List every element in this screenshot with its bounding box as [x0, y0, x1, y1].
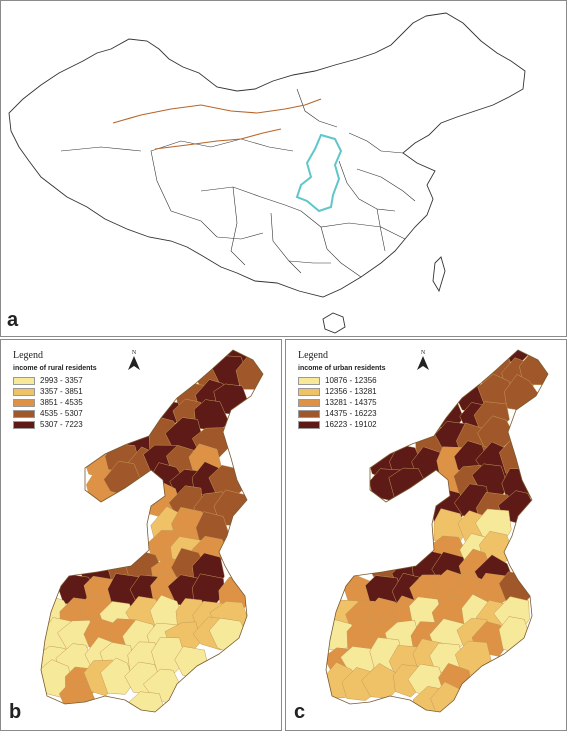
legend-row: 3851 - 4535	[13, 397, 97, 408]
county-regions	[41, 350, 263, 712]
legend-swatch	[13, 376, 35, 385]
china-map	[8, 12, 526, 334]
legend-label: 3357 - 3851	[40, 387, 83, 396]
legend-title: Legend	[298, 350, 328, 361]
legend-urban: Legend income of urban residents 10876 -…	[298, 350, 386, 430]
legend-subtitle: income of rural residents	[13, 365, 97, 372]
province-border	[40, 349, 264, 713]
legend-label: 2993 - 3357	[40, 376, 83, 385]
legend-row: 10876 - 12356	[298, 375, 386, 386]
county-region	[127, 691, 166, 712]
legend-swatch	[298, 420, 320, 429]
north-label: N	[131, 350, 137, 356]
legend-swatch	[298, 398, 320, 407]
legend-swatch	[13, 409, 35, 418]
legend-row: 12356 - 13281	[298, 386, 386, 397]
province-border	[325, 349, 549, 713]
legend-swatch	[298, 387, 320, 396]
legend-row: 13281 - 14375	[298, 397, 386, 408]
panel-a-china-overview: a	[0, 0, 567, 337]
shaanxi-urban-map	[325, 349, 549, 713]
china-outline	[8, 12, 526, 298]
legend-label: 14375 - 16223	[325, 409, 377, 418]
legend-title: Legend	[13, 350, 43, 361]
county-regions	[326, 350, 548, 712]
hainan-island	[322, 312, 346, 334]
province-lines	[60, 88, 416, 278]
legend-label: 16223 - 19102	[325, 420, 377, 429]
panel-b-rural-income: Legend income of rural residents 2993 - …	[0, 339, 282, 731]
legend-row: 4535 - 5307	[13, 408, 97, 419]
border-line-west	[154, 128, 282, 150]
legend-rural: Legend income of rural residents 2993 - …	[13, 350, 97, 430]
legend-row: 5307 - 7223	[13, 419, 97, 430]
north-arrow-icon	[417, 356, 429, 370]
north-arrow: N	[127, 350, 141, 375]
legend-label: 4535 - 5307	[40, 409, 83, 418]
north-label: N	[420, 350, 426, 356]
legend-swatch	[13, 398, 35, 407]
legend-label: 12356 - 13281	[325, 387, 377, 396]
panel-letter-b: b	[9, 701, 22, 723]
county-region	[100, 657, 135, 695]
border-line-north	[112, 98, 322, 124]
legend-row: 3357 - 3851	[13, 386, 97, 397]
legend-row: 14375 - 16223	[298, 408, 386, 419]
legend-swatch	[13, 420, 35, 429]
legend-swatch	[298, 376, 320, 385]
legend-row: 2993 - 3357	[13, 375, 97, 386]
taiwan-island	[432, 256, 446, 293]
legend-row: 16223 - 19102	[298, 419, 386, 430]
legend-swatch	[298, 409, 320, 418]
shaanxi-highlight	[295, 133, 343, 213]
shaanxi-rural-map	[40, 349, 264, 713]
panel-letter-a: a	[7, 309, 19, 331]
north-arrow: N	[416, 350, 430, 375]
legend-label: 5307 - 7223	[40, 420, 83, 429]
legend-subtitle: income of urban residents	[298, 365, 386, 372]
legend-label: 3851 - 4535	[40, 398, 83, 407]
panel-letter-c: c	[294, 701, 306, 723]
north-arrow-icon	[128, 356, 140, 370]
legend-label: 13281 - 14375	[325, 398, 377, 407]
legend-swatch	[13, 387, 35, 396]
panel-c-urban-income: Legend income of urban residents 10876 -…	[285, 339, 567, 731]
legend-label: 10876 - 12356	[325, 376, 377, 385]
